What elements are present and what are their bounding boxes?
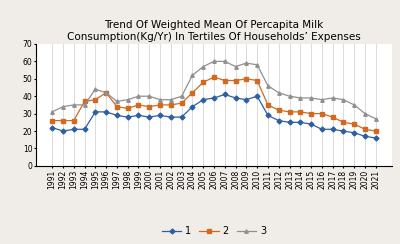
2 xyxy=(104,91,108,94)
1 xyxy=(71,128,76,131)
1 xyxy=(168,116,173,119)
3 xyxy=(374,117,378,120)
3 xyxy=(341,98,346,101)
2 xyxy=(287,111,292,113)
1 xyxy=(136,114,141,117)
1 xyxy=(374,137,378,140)
1 xyxy=(179,116,184,119)
3 xyxy=(104,91,108,94)
3 xyxy=(233,65,238,68)
2 xyxy=(233,79,238,82)
2 xyxy=(341,121,346,124)
2 xyxy=(71,119,76,122)
Title: Trend Of Weighted Mean Of Percapita Milk
Consumption(Kg/Yr) In Tertiles Of House: Trend Of Weighted Mean Of Percapita Milk… xyxy=(67,20,361,42)
3 xyxy=(136,95,141,98)
Line: 2: 2 xyxy=(50,75,378,133)
3 xyxy=(244,62,249,65)
1 xyxy=(276,119,281,122)
3 xyxy=(309,96,314,99)
3 xyxy=(50,111,54,113)
2 xyxy=(201,81,206,84)
3 xyxy=(82,103,87,106)
1 xyxy=(60,130,65,132)
1 xyxy=(104,111,108,113)
1 xyxy=(363,135,368,138)
2 xyxy=(330,116,335,119)
2 xyxy=(93,98,98,101)
1 xyxy=(266,114,270,117)
2 xyxy=(212,76,216,79)
3 xyxy=(93,88,98,91)
1 xyxy=(190,105,195,108)
1 xyxy=(330,128,335,131)
1 xyxy=(212,96,216,99)
3 xyxy=(255,63,260,66)
2 xyxy=(266,103,270,106)
Line: 3: 3 xyxy=(50,60,378,121)
3 xyxy=(222,60,227,63)
2 xyxy=(363,128,368,131)
1 xyxy=(158,114,162,117)
1 xyxy=(222,93,227,96)
1 xyxy=(201,98,206,101)
1 xyxy=(82,128,87,131)
2 xyxy=(298,111,303,113)
3 xyxy=(71,103,76,106)
3 xyxy=(276,91,281,94)
2 xyxy=(276,109,281,112)
2 xyxy=(190,91,195,94)
2 xyxy=(147,105,152,108)
1 xyxy=(50,126,54,129)
3 xyxy=(363,112,368,115)
3 xyxy=(179,95,184,98)
2 xyxy=(82,100,87,103)
3 xyxy=(60,105,65,108)
2 xyxy=(125,107,130,110)
3 xyxy=(330,96,335,99)
1 xyxy=(341,130,346,132)
3 xyxy=(298,96,303,99)
2 xyxy=(168,103,173,106)
2 xyxy=(114,105,119,108)
Line: 1: 1 xyxy=(50,93,378,140)
1 xyxy=(255,95,260,98)
1 xyxy=(147,116,152,119)
1 xyxy=(287,121,292,124)
2 xyxy=(255,79,260,82)
3 xyxy=(201,65,206,68)
2 xyxy=(352,123,357,126)
1 xyxy=(233,96,238,99)
3 xyxy=(190,74,195,77)
3 xyxy=(352,103,357,106)
2 xyxy=(222,79,227,82)
3 xyxy=(320,98,324,101)
1 xyxy=(309,123,314,126)
2 xyxy=(244,77,249,80)
Legend: 1, 2, 3: 1, 2, 3 xyxy=(158,222,270,240)
3 xyxy=(212,60,216,63)
2 xyxy=(158,103,162,106)
1 xyxy=(244,98,249,101)
3 xyxy=(266,84,270,87)
3 xyxy=(168,98,173,101)
2 xyxy=(374,130,378,132)
2 xyxy=(136,103,141,106)
3 xyxy=(147,95,152,98)
1 xyxy=(352,131,357,134)
1 xyxy=(114,114,119,117)
1 xyxy=(93,111,98,113)
1 xyxy=(125,116,130,119)
3 xyxy=(158,98,162,101)
2 xyxy=(60,119,65,122)
2 xyxy=(179,102,184,105)
1 xyxy=(298,121,303,124)
3 xyxy=(125,98,130,101)
3 xyxy=(287,95,292,98)
1 xyxy=(320,128,324,131)
2 xyxy=(50,119,54,122)
3 xyxy=(114,100,119,103)
2 xyxy=(320,112,324,115)
2 xyxy=(309,112,314,115)
